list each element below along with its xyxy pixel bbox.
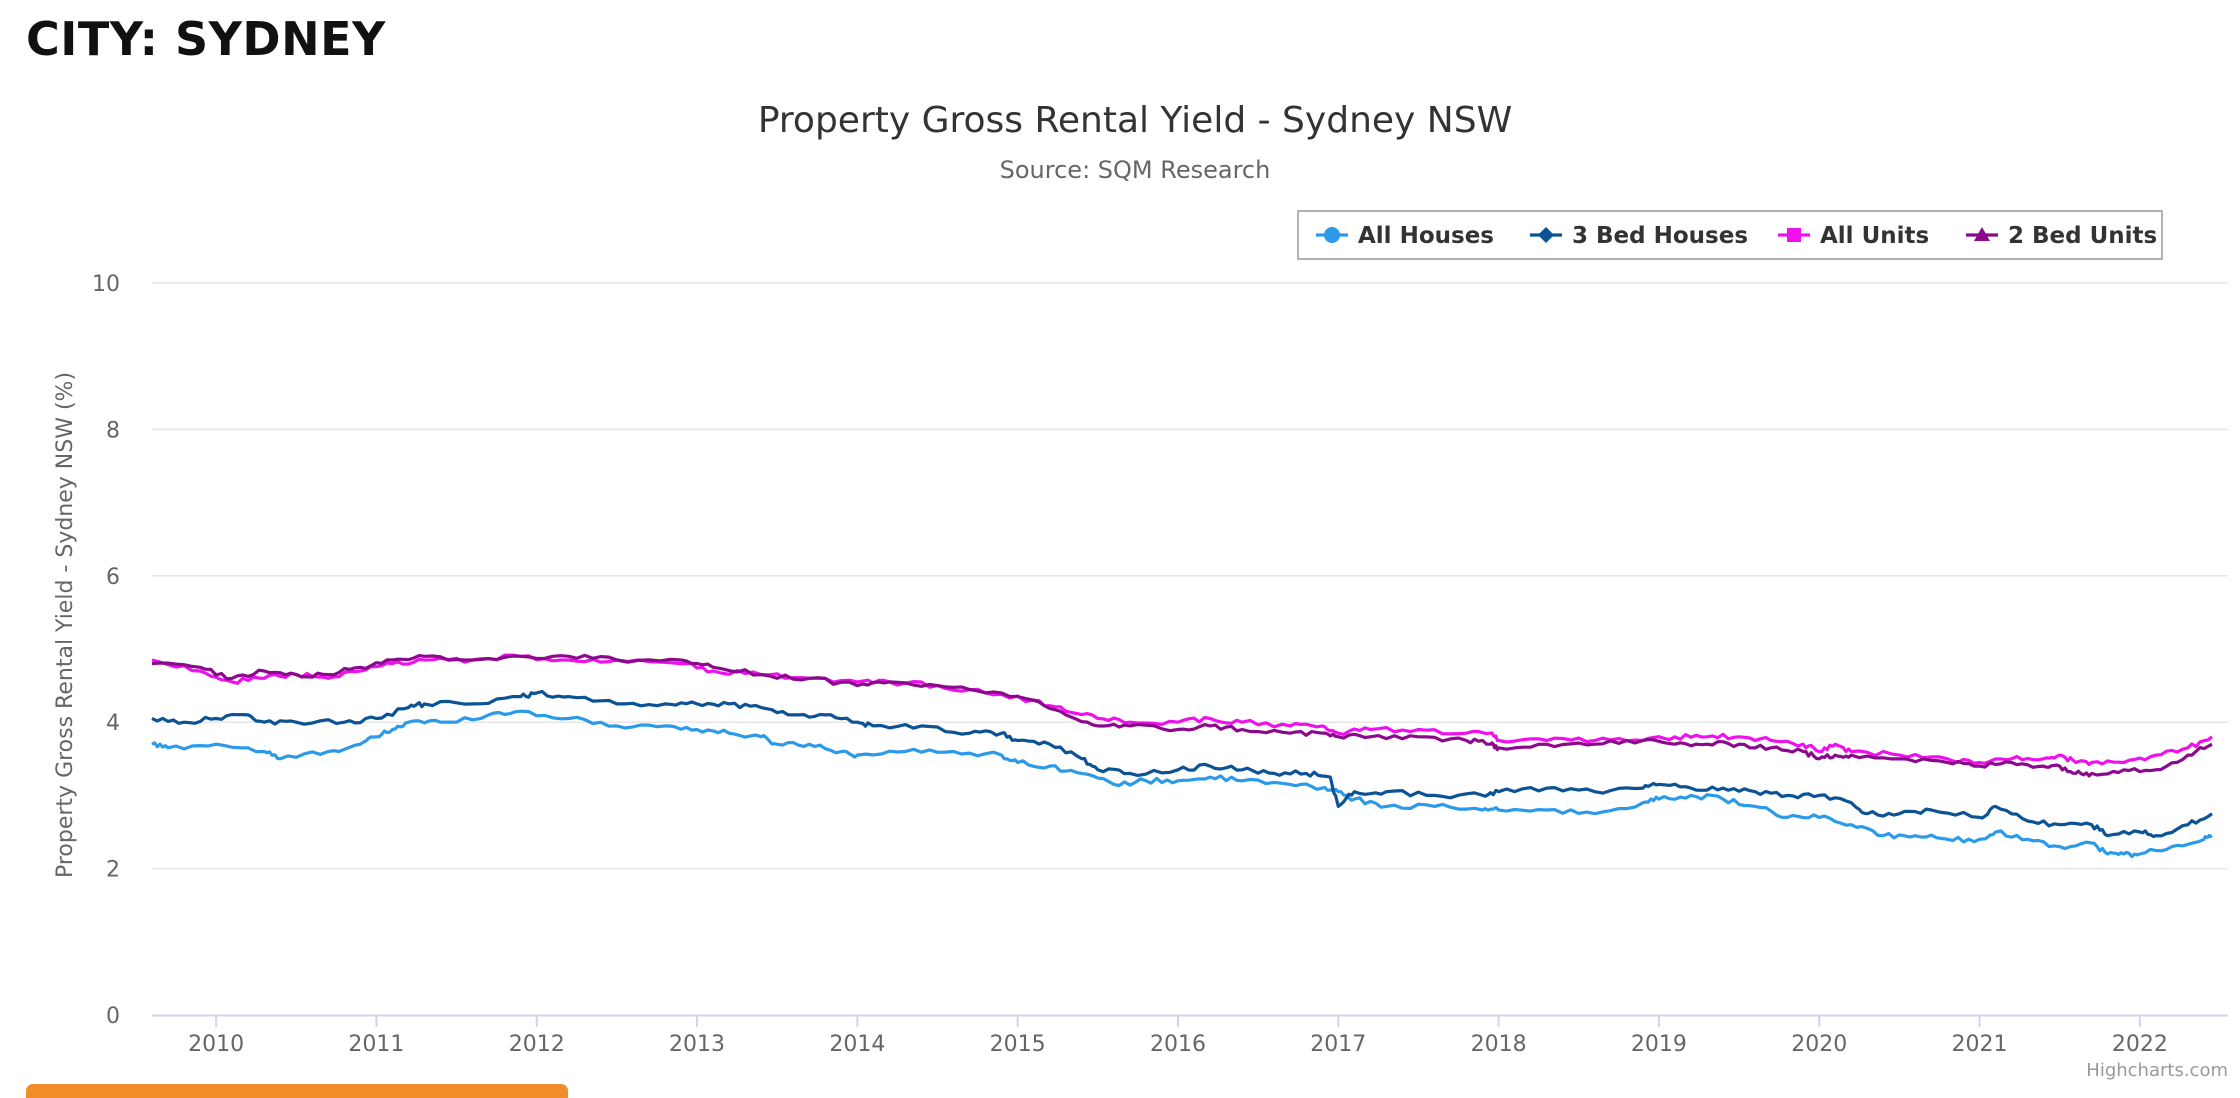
page-heading: CITY: SYDNEY: [26, 12, 386, 66]
x-tick-label: 2015: [990, 1032, 1046, 1057]
x-tick-label: 2021: [1952, 1032, 2008, 1057]
grid-lines: [152, 282, 2228, 1017]
legend-label: All Houses: [1358, 223, 1494, 249]
legend-item-3-bed-houses[interactable]: 3 Bed Houses: [1530, 223, 1748, 249]
legend-marker-circle: [1324, 227, 1340, 243]
y-tick-label: 2: [106, 858, 120, 883]
x-tick-label: 2019: [1631, 1032, 1687, 1057]
legend-item-2-bed-units[interactable]: 2 Bed Units: [1966, 223, 2157, 249]
series-line-all-houses[interactable]: [151, 709, 2213, 859]
chart-title: Property Gross Rental Yield - Sydney NSW: [758, 100, 1512, 141]
x-tick-label: 2011: [348, 1032, 404, 1057]
x-tick-label: 2013: [669, 1032, 725, 1057]
chart-subtitle: Source: SQM Research: [1000, 156, 1271, 184]
x-tick-label: 2020: [1791, 1032, 1847, 1057]
series-line-all-units[interactable]: [151, 653, 2213, 767]
y-tick-label: 10: [92, 272, 120, 297]
y-tick-label: 4: [106, 711, 120, 736]
y-tick-label: 8: [106, 418, 120, 443]
legend: All Houses 3 Bed Houses All Units 2 Bed Uni…: [1297, 210, 2163, 260]
x-tick-label: 2012: [509, 1032, 565, 1057]
legend-label: All Units: [1820, 223, 1929, 249]
series-lines: [151, 653, 2213, 859]
x-tick-label: 2022: [2112, 1032, 2168, 1057]
legend-marker-diamond: [1538, 227, 1554, 243]
legend-box: [1297, 210, 2163, 260]
x-tick-label: 2017: [1310, 1032, 1366, 1057]
y-tick-label: 6: [106, 565, 120, 590]
series-line-3-bed-houses[interactable]: [151, 689, 2213, 839]
legend-label: 2 Bed Units: [2008, 223, 2157, 249]
legend-label: 3 Bed Houses: [1572, 223, 1748, 249]
legend-item-all-units[interactable]: All Units: [1778, 223, 1929, 249]
x-tick-label: 2014: [829, 1032, 885, 1057]
y-axis-title: Property Gross Rental Yield - Sydney NSW…: [53, 372, 78, 878]
legend-marker-triangle: [1974, 227, 1990, 241]
series-line-2-bed-units[interactable]: [151, 653, 2213, 778]
legend-marker-square: [1787, 228, 1801, 242]
y-axis-ticks: 0 2 4 6 8 10: [92, 272, 120, 1029]
highcharts-credit-link[interactable]: Highcharts.com: [2086, 1060, 2228, 1081]
x-tick-label: 2010: [188, 1032, 244, 1057]
x-tick-label: 2018: [1471, 1032, 1527, 1057]
bottom-button-edge[interactable]: [26, 1084, 568, 1098]
x-axis-ticks: 2010 2011 2012 2013 2014 2015 2016 2017 2018 2019…: [188, 1015, 2168, 1057]
y-tick-label: 0: [106, 1004, 120, 1029]
legend-item-all-houses[interactable]: All Houses: [1316, 223, 1494, 249]
x-tick-label: 2016: [1150, 1032, 1206, 1057]
